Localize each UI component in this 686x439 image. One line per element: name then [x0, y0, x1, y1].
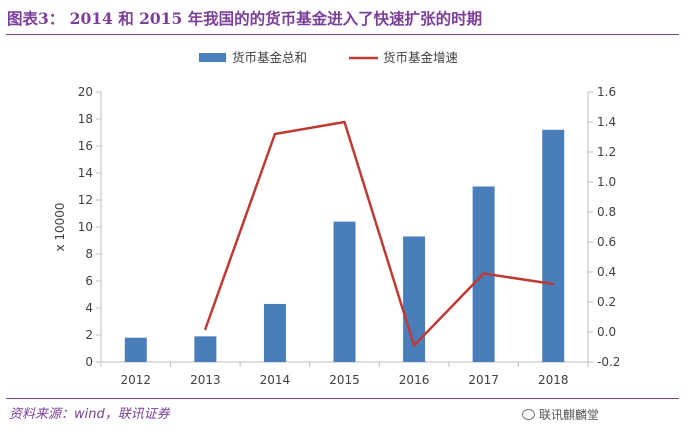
y-tick-label: 4 — [85, 301, 93, 315]
x-tick-label: 2013 — [190, 373, 221, 387]
y2-tick-label: 0.2 — [597, 295, 616, 309]
watermark-text: 联讯麒麟堂 — [539, 408, 600, 422]
x-tick-label: 2014 — [260, 373, 291, 387]
y-tick-label: 6 — [85, 274, 93, 288]
bar — [124, 337, 147, 362]
y-axis-label: x 10000 — [53, 202, 67, 251]
y-tick-label: 8 — [85, 247, 93, 261]
y2-tick-label: 1.4 — [597, 115, 616, 129]
chart-title: 图表3： 2014 和 2015 年我国的的货币基金进入了快速扩张的时期 — [7, 9, 483, 28]
data-point — [413, 344, 415, 347]
legend-label: 货币基金增速 — [383, 50, 459, 65]
data-point — [274, 133, 276, 135]
y-tick-label: 16 — [78, 139, 93, 153]
bar — [194, 336, 217, 362]
watermark: 联讯麒麟堂 — [522, 406, 599, 423]
y-tick-label: 10 — [78, 220, 93, 234]
y-tick-label: 12 — [78, 193, 93, 207]
y2-tick-label: -0.2 — [597, 355, 620, 369]
y-tick-label: 20 — [78, 85, 93, 99]
bar — [542, 129, 565, 362]
x-tick-label: 2017 — [468, 373, 499, 387]
data-point — [552, 283, 555, 285]
y2-tick-label: 1.0 — [597, 175, 616, 189]
y2-tick-label: 1.6 — [597, 85, 616, 99]
y2-tick-label: 0.4 — [597, 265, 616, 279]
bar — [333, 221, 356, 362]
x-tick-label: 2016 — [399, 373, 430, 387]
data-point — [343, 121, 346, 123]
data-point — [204, 328, 207, 330]
y-tick-label: 0 — [85, 355, 93, 369]
y2-tick-label: 0.0 — [597, 325, 616, 339]
source-note: 资料来源：wind，联讯证券 — [9, 407, 170, 422]
bar — [263, 303, 286, 362]
legend-label: 货币基金总和 — [232, 50, 307, 65]
x-tick-label: 2015 — [329, 373, 360, 387]
footer-divider — [6, 398, 679, 399]
y2-tick-label: 1.2 — [597, 145, 616, 159]
y-tick-label: 18 — [78, 112, 93, 126]
y-tick-label: 2 — [85, 328, 93, 342]
y-tick-label: 14 — [78, 166, 93, 180]
growth-rate-line — [204, 120, 555, 347]
x-tick-label: 2012 — [121, 373, 152, 387]
y2-tick-label: 0.6 — [597, 235, 616, 249]
x-tick-label: 2018 — [538, 373, 569, 387]
title-divider — [6, 34, 679, 35]
legend-bar-swatch — [199, 53, 226, 62]
y2-tick-label: 0.8 — [597, 205, 616, 219]
wechat-icon — [522, 409, 535, 420]
data-point — [482, 272, 485, 275]
